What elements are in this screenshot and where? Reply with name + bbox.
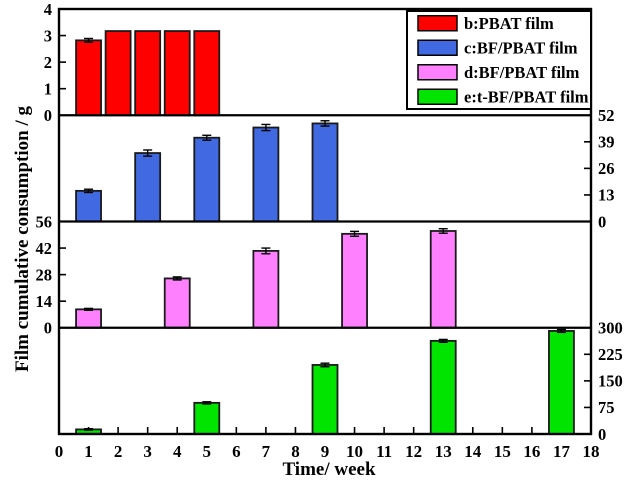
legend-label: c:BF/PBAT film xyxy=(464,39,578,58)
y-tick-label: 42 xyxy=(36,239,53,258)
x-tick-label: 17 xyxy=(553,442,571,461)
x-tick-label: 10 xyxy=(346,442,363,461)
x-tick-label: 14 xyxy=(464,442,482,461)
y-tick-label: 1 xyxy=(44,79,52,98)
x-tick-label: 2 xyxy=(114,442,123,461)
bar-e:t-BF/PBAT film-week-13 xyxy=(429,339,457,435)
legend-label: d:BF/PBAT film xyxy=(464,63,580,82)
bar-e:t-BF/PBAT film-week-5 xyxy=(193,401,221,435)
x-tick-label: 1 xyxy=(84,442,93,461)
y-tick-label: 225 xyxy=(598,345,623,364)
x-tick-label: 15 xyxy=(494,442,511,461)
bar-c:BF/PBAT film-week-7 xyxy=(252,126,280,223)
y-tick-label: 0 xyxy=(44,319,52,338)
bar-b:PBAT film-week-3 xyxy=(134,30,162,117)
bar-c:BF/PBAT film-week-1 xyxy=(75,189,102,223)
y-tick-label: 0 xyxy=(44,106,52,125)
y-tick-label: 3 xyxy=(44,26,52,45)
bar-e:t-BF/PBAT film-week-17 xyxy=(548,330,575,435)
legend-label: e:t-BF/PBAT film xyxy=(464,88,589,107)
bar-e:t-BF/PBAT film-week-9 xyxy=(311,364,339,435)
bar-b:PBAT film-week-4 xyxy=(163,30,191,117)
y-tick-label: 28 xyxy=(36,265,53,284)
y-tick-label: 52 xyxy=(598,106,615,125)
y-tick-label: 14 xyxy=(36,292,53,311)
x-tick-label: 6 xyxy=(232,442,241,461)
bar-d:BF/PBAT film-week-7 xyxy=(252,250,280,329)
bar-c:BF/PBAT film-week-3 xyxy=(134,152,162,223)
y-tick-label: 26 xyxy=(598,159,615,178)
y-tick-label: 56 xyxy=(36,212,53,231)
y-tick-label: 0 xyxy=(598,212,606,231)
bar-d:BF/PBAT film-week-13 xyxy=(429,230,457,329)
x-axis-title: Time/ week xyxy=(282,459,376,480)
plot-border xyxy=(57,7,593,436)
bar-d:BF/PBAT film-week-10 xyxy=(341,232,368,329)
legend-label: b:PBAT film xyxy=(464,14,554,33)
y-tick-label: 0 xyxy=(598,425,606,444)
bar-c:BF/PBAT film-week-9 xyxy=(311,122,339,223)
x-tick-label: 18 xyxy=(583,442,600,461)
x-tick-label: 16 xyxy=(523,442,540,461)
bar-d:BF/PBAT film-week-1 xyxy=(75,308,102,329)
x-tick-label: 7 xyxy=(262,442,271,461)
y-tick-label: 75 xyxy=(598,398,615,417)
bar-b:PBAT film-week-1 xyxy=(75,39,102,117)
bar-b:PBAT film-week-5 xyxy=(193,30,221,117)
legend-swatch-3 xyxy=(417,64,458,81)
x-tick-label: 11 xyxy=(376,442,392,461)
bar-b:PBAT film-week-2 xyxy=(104,30,132,117)
x-tick-label: 12 xyxy=(405,442,422,461)
x-tick-label: 5 xyxy=(203,442,212,461)
legend-swatch-4 xyxy=(417,88,458,105)
x-tick-label: 8 xyxy=(291,442,300,461)
legend-swatch-1 xyxy=(417,15,458,32)
x-tick-label: 9 xyxy=(321,442,330,461)
y-tick-label: 4 xyxy=(44,0,52,19)
y-tick-label: 2 xyxy=(44,53,52,72)
y-axis-title: Film cumulative consumption / g xyxy=(12,105,33,373)
y-tick-label: 13 xyxy=(598,186,615,205)
bar-d:BF/PBAT film-week-4 xyxy=(163,277,191,329)
legend-swatch-2 xyxy=(417,39,458,56)
y-tick-label: 300 xyxy=(598,319,623,338)
x-tick-label: 0 xyxy=(55,442,64,461)
y-tick-label: 150 xyxy=(598,372,623,391)
x-tick-label: 4 xyxy=(173,442,182,461)
bar-c:BF/PBAT film-week-5 xyxy=(193,136,221,223)
x-tick-label: 3 xyxy=(143,442,152,461)
y-tick-label: 39 xyxy=(598,133,615,152)
x-tick-label: 13 xyxy=(435,442,452,461)
